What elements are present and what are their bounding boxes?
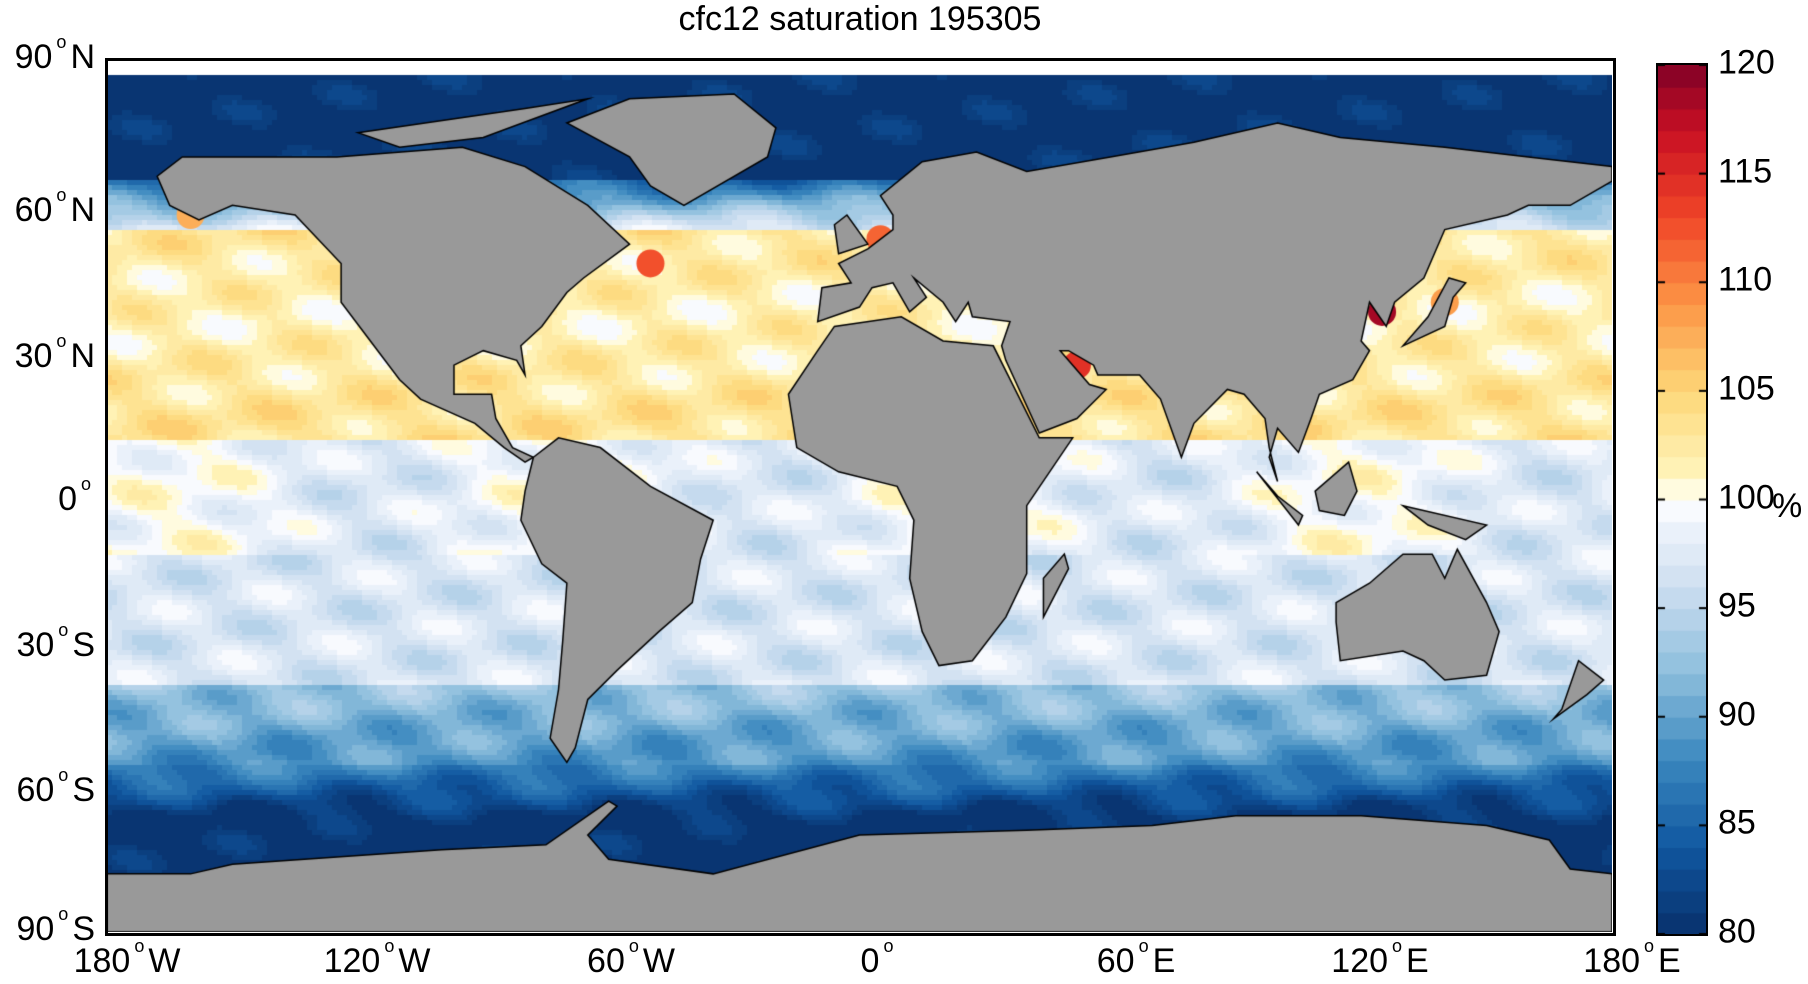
lat-tick-label: 30 o N xyxy=(14,331,95,375)
colorbar-tick-label: 95 xyxy=(1718,586,1756,625)
lon-tick-label: 60 o W xyxy=(587,936,675,980)
lat-tick-label: 60 o S xyxy=(16,765,95,809)
map-frame xyxy=(105,58,1616,936)
lon-tick-label: 60 o E xyxy=(1096,936,1176,980)
colorbar-tick-label: 110 xyxy=(1718,260,1773,299)
colorbar xyxy=(1656,63,1708,936)
lat-tick-label: 30 o S xyxy=(16,620,95,664)
lon-tick-label: 180 o E xyxy=(1583,936,1681,980)
lat-tick-label: 90 o N xyxy=(14,32,95,76)
colorbar-tick-label: 115 xyxy=(1718,152,1773,191)
lon-tick-label: 180 o W xyxy=(73,936,181,980)
saturation-map xyxy=(107,60,1612,932)
chart-title: cfc12 saturation 195305 xyxy=(678,0,1042,38)
lat-tick-label: 90 o S xyxy=(16,904,95,948)
colorbar-tick-label: 80 xyxy=(1718,912,1756,951)
lon-tick-label: 120 o W xyxy=(323,936,431,980)
colorbar-tick-label: 90 xyxy=(1718,695,1756,734)
lat-tick-label: 60 o N xyxy=(14,185,95,229)
colorbar-unit: % xyxy=(1772,487,1803,525)
lon-tick-label: 120 o E xyxy=(1331,936,1429,980)
colorbar-tick-label: 100 xyxy=(1718,478,1775,516)
colorbar-tick-label: 120 xyxy=(1718,43,1775,82)
colorbar-tick-label: 85 xyxy=(1718,803,1756,842)
colorbar-tick-label: 105 xyxy=(1718,369,1775,408)
